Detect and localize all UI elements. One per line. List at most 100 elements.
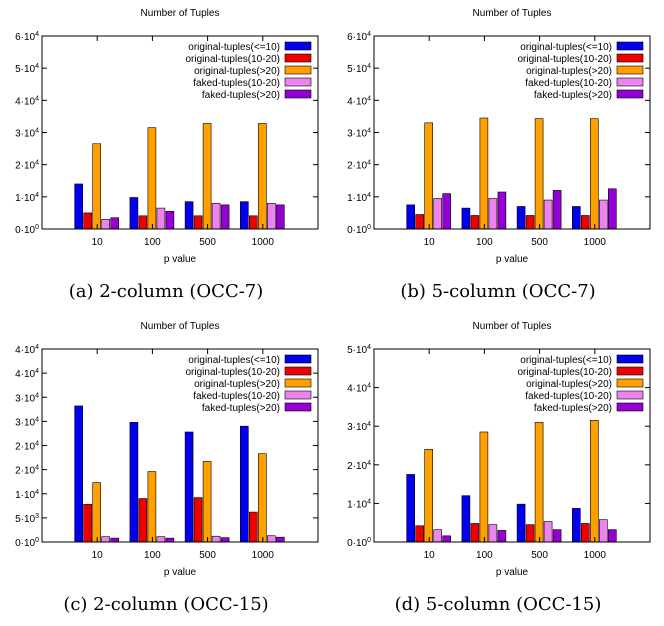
bar <box>257 453 267 543</box>
y-tick-label: 3·104 <box>347 128 371 140</box>
x-tick-label: 500 <box>531 237 548 248</box>
bar <box>101 536 110 543</box>
legend-swatch <box>616 402 644 412</box>
bar <box>275 536 285 543</box>
bar <box>470 215 480 230</box>
bar <box>101 219 110 230</box>
x-axis-label: p value <box>496 567 529 578</box>
bar <box>552 190 562 230</box>
x-tick-label: 500 <box>199 237 216 248</box>
legend-label: original-tuples(<=10) <box>188 42 280 53</box>
bar <box>534 422 544 543</box>
bar <box>497 191 507 230</box>
legend-swatch <box>284 77 312 87</box>
chart-caption-a: (a) 2-column (OCC-7) <box>68 281 264 302</box>
chart-title: Number of Tuples <box>141 8 220 19</box>
bar <box>257 123 267 230</box>
bar <box>92 482 101 543</box>
chart-caption-c: (c) 2-column (OCC-15) <box>63 594 269 615</box>
bar <box>266 202 276 230</box>
x-tick-label: 10 <box>92 550 104 561</box>
y-tick-label: 4·104 <box>347 383 371 395</box>
legend-label: original-tuples(>20) <box>194 66 280 77</box>
y-tick-label: 0·100 <box>15 224 39 236</box>
legend-swatch <box>616 390 644 400</box>
bar <box>249 511 258 543</box>
legend-swatch <box>616 41 644 51</box>
bar <box>156 207 166 230</box>
legend-label: original-tuples(10-20) <box>518 54 613 65</box>
legend-label: original-tuples(>20) <box>526 379 612 390</box>
bar <box>552 529 562 543</box>
bar <box>461 207 471 230</box>
bar <box>581 523 590 543</box>
y-tick-label: 3·104 <box>15 128 39 140</box>
legend-label: faked-tuples(10-20) <box>193 391 280 402</box>
x-tick-label: 100 <box>144 237 161 248</box>
bar <box>147 471 157 543</box>
bar <box>275 204 285 230</box>
bar <box>202 461 212 543</box>
bar <box>184 201 194 230</box>
y-tick-label: 1·104 <box>347 192 371 204</box>
legend-label: faked-tuples(10-20) <box>525 78 612 89</box>
bar <box>516 503 526 543</box>
bar <box>220 537 230 543</box>
y-tick-label: 3·104 <box>15 416 39 428</box>
y-tick-label: 0·100 <box>15 537 39 549</box>
x-axis-label: p value <box>164 254 197 265</box>
chart-panel-d: Number of Tuples 0·100 1·104 2·104 3·104 4·10… <box>332 313 664 626</box>
bar <box>424 122 433 230</box>
bar <box>581 215 590 230</box>
x-tick-label: 100 <box>144 550 161 561</box>
bar <box>202 123 212 230</box>
x-tick-label: 1000 <box>252 237 275 248</box>
y-tick-label: 3·104 <box>347 421 371 433</box>
x-tick-label: 1000 <box>252 550 275 561</box>
x-tick-label: 10 <box>92 237 104 248</box>
bar <box>406 474 415 543</box>
y-tick-label: 5·104 <box>15 63 39 75</box>
bar <box>415 214 424 230</box>
x-tick-label: 10 <box>424 550 436 561</box>
legend-swatch <box>284 65 312 75</box>
chart-d: Number of Tuples 0·100 1·104 2·104 3·104 4·10… <box>347 321 651 578</box>
bar <box>534 118 544 230</box>
bar <box>220 204 230 230</box>
legend-swatch <box>284 390 312 400</box>
x-tick-label: 500 <box>199 550 216 561</box>
x-tick-label: 100 <box>476 237 493 248</box>
legend-swatch <box>284 378 312 388</box>
chart-panel-c: Number of Tuples 0·100 5·103 1·104 2·104 2·10… <box>0 313 332 626</box>
bar <box>147 127 157 230</box>
x-tick-label: 10 <box>424 237 436 248</box>
bar <box>442 193 451 230</box>
bar <box>525 215 535 230</box>
x-axis-label: p value <box>164 567 197 578</box>
bar <box>129 197 139 230</box>
legend-swatch <box>616 354 644 364</box>
bar <box>184 431 194 543</box>
bar <box>74 183 83 230</box>
x-axis-label: p value <box>496 254 529 265</box>
bar <box>193 497 203 543</box>
y-tick-label: 1·104 <box>15 489 39 501</box>
bar <box>607 188 617 230</box>
bar <box>589 420 599 543</box>
legend-label: original-tuples(<=10) <box>520 42 612 53</box>
bar <box>129 422 139 543</box>
y-tick-label: 4·104 <box>347 95 371 107</box>
y-tick-label: 4·104 <box>15 344 39 356</box>
bar <box>479 431 489 543</box>
bar <box>110 217 119 230</box>
y-tick-label: 1·104 <box>347 498 371 510</box>
y-tick-label: 5·104 <box>347 63 371 75</box>
legend-swatch <box>284 41 312 51</box>
chart-title: Number of Tuples <box>473 8 552 19</box>
bar <box>497 530 507 543</box>
bar <box>598 199 608 230</box>
bar <box>211 202 221 230</box>
y-tick-label: 5·103 <box>15 513 39 525</box>
bar <box>433 529 442 543</box>
legend-label: original-tuples(10-20) <box>186 54 281 65</box>
